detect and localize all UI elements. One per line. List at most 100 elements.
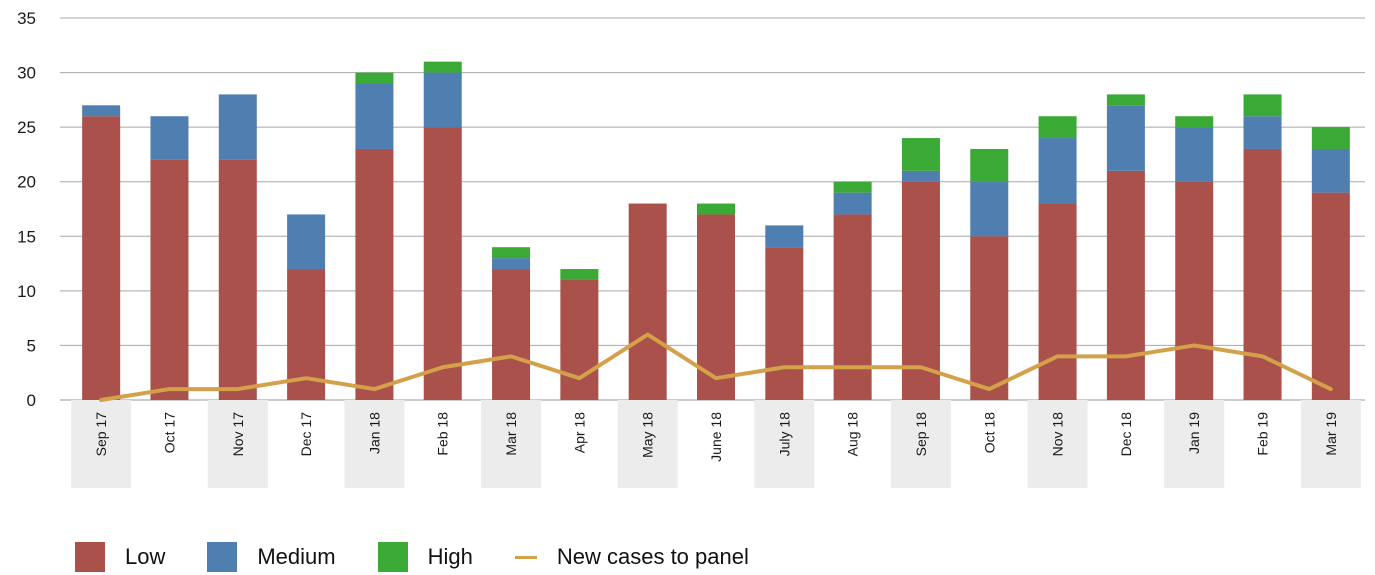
category-background — [1164, 400, 1225, 488]
y-tick-label: 25 — [17, 118, 36, 137]
bar-low-13 — [970, 236, 1009, 400]
legend-item-low: Low — [75, 542, 165, 572]
legend-swatch-new-cases — [514, 555, 537, 559]
legend-item-high: High — [377, 542, 473, 572]
legend-label-low: Low — [125, 544, 166, 569]
y-axis-labels: 0 5 10 15 20 25 30 35 — [17, 9, 36, 410]
x-tick-label: Sep 17 — [93, 412, 109, 457]
category-background — [617, 400, 678, 488]
bar-high-13 — [970, 148, 1009, 182]
bar-high-12 — [901, 138, 940, 171]
bar-high-5 — [423, 61, 462, 73]
y-tick-label: 10 — [17, 282, 36, 301]
x-tick-label: Oct 18 — [981, 412, 997, 453]
legend-swatch-low — [75, 542, 105, 572]
bar-low-1 — [150, 159, 189, 400]
category-background — [754, 400, 815, 488]
bar-medium-17 — [1243, 116, 1282, 149]
bar-low-2 — [218, 159, 257, 400]
bar-low-0 — [82, 116, 121, 400]
bar-medium-6 — [492, 258, 531, 270]
x-tick-label: Feb 18 — [435, 412, 451, 456]
bar-low-10 — [765, 247, 804, 400]
bar-high-11 — [833, 181, 872, 193]
bar-low-16 — [1175, 181, 1214, 400]
y-tick-label: 20 — [17, 173, 36, 192]
x-tick-label: Mar 19 — [1323, 412, 1339, 456]
bar-low-12 — [901, 181, 940, 400]
x-tick-label: Dec 18 — [1118, 412, 1134, 457]
x-tick-label: Jan 19 — [1186, 412, 1202, 454]
bars — [82, 61, 1350, 401]
bar-low-14 — [1038, 203, 1077, 400]
bar-high-18 — [1311, 127, 1350, 149]
bar-low-5 — [423, 127, 462, 401]
x-tick-label: Aug 18 — [845, 412, 861, 457]
stacked-bar-chart: 0 5 10 15 20 25 30 35 Sep 17 Oct 17 Nov 17 Dec 17 J… — [17, 9, 1365, 488]
x-tick-label: June 18 — [708, 412, 724, 462]
bar-medium-18 — [1311, 148, 1350, 193]
new-cases-line — [99, 332, 1333, 402]
bar-high-6 — [492, 247, 531, 259]
category-background — [71, 400, 132, 488]
x-tick-label: May 18 — [640, 412, 656, 458]
x-tick-label: Nov 17 — [230, 412, 246, 457]
bar-medium-4 — [355, 83, 394, 149]
bar-medium-10 — [765, 225, 804, 248]
bar-medium-2 — [218, 94, 257, 160]
bar-high-9 — [697, 203, 735, 215]
bar-low-4 — [355, 148, 394, 400]
bar-medium-15 — [1106, 105, 1145, 171]
y-tick-label: 35 — [17, 9, 36, 28]
bar-low-8 — [628, 203, 667, 400]
x-axis-labels: Sep 17 Oct 17 Nov 17 Dec 17 Jan 18 Feb 18 Mar … — [93, 412, 1339, 462]
category-background — [1300, 400, 1361, 488]
bar-high-4 — [355, 72, 394, 84]
bar-low-9 — [697, 214, 735, 400]
bar-high-17 — [1243, 94, 1282, 117]
x-tick-label: Mar 18 — [503, 412, 519, 456]
legend-item-new-cases: New cases to panel — [514, 544, 749, 570]
category-background — [207, 400, 268, 488]
x-tick-label: Apr 18 — [571, 412, 587, 453]
bar-medium-12 — [901, 170, 940, 182]
bar-medium-0 — [82, 105, 121, 117]
category-background — [890, 400, 951, 488]
y-tick-label: 30 — [17, 64, 36, 83]
legend-label-medium: Medium — [257, 544, 336, 569]
bar-low-6 — [492, 269, 531, 400]
legend-label-new-cases: New cases to panel — [556, 544, 749, 569]
x-tick-label: Jan 18 — [366, 412, 382, 454]
x-tick-label: Dec 17 — [298, 412, 314, 457]
bar-medium-5 — [423, 72, 462, 128]
category-background — [1027, 400, 1088, 488]
bar-medium-14 — [1038, 138, 1077, 204]
bar-medium-11 — [833, 192, 872, 215]
bar-high-14 — [1038, 116, 1077, 139]
legend-swatch-high — [377, 542, 408, 572]
legend: Low Medium High New cases to panel — [75, 540, 791, 574]
bar-low-7 — [560, 279, 599, 400]
x-tick-label: July 18 — [776, 412, 792, 457]
legend-item-medium: Medium — [207, 542, 336, 572]
legend-swatch-medium — [207, 542, 238, 572]
legend-label-high: High — [427, 544, 473, 569]
bar-high-15 — [1106, 94, 1145, 106]
bar-low-11 — [833, 214, 872, 400]
bar-low-18 — [1311, 192, 1350, 400]
bar-low-15 — [1106, 170, 1145, 400]
y-tick-label: 15 — [17, 227, 36, 246]
bar-medium-3 — [287, 214, 326, 270]
bar-high-7 — [560, 269, 599, 280]
x-tick-label: Nov 18 — [1050, 412, 1066, 457]
x-tick-label: Oct 17 — [161, 412, 177, 453]
bar-medium-16 — [1175, 127, 1214, 182]
category-background — [344, 400, 405, 488]
y-tick-label: 5 — [27, 336, 36, 355]
bar-medium-1 — [150, 116, 189, 160]
category-label-backgrounds — [71, 400, 1361, 488]
bar-high-16 — [1175, 116, 1214, 128]
y-tick-label: 0 — [27, 391, 36, 410]
category-background — [481, 400, 542, 488]
x-tick-label: Sep 18 — [913, 412, 929, 457]
